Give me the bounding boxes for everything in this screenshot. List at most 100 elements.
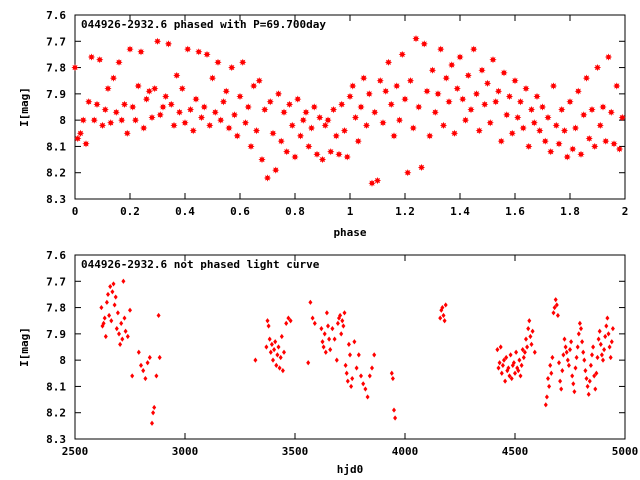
- data-point: [123, 129, 131, 137]
- data-point: [120, 336, 125, 342]
- data-point: [335, 150, 343, 158]
- data-point: [211, 108, 219, 116]
- data-point: [565, 357, 570, 363]
- data-point: [503, 111, 511, 119]
- data-point: [318, 155, 327, 164]
- data-point: [376, 77, 384, 85]
- data-point: [547, 383, 552, 390]
- data-point: [104, 299, 109, 305]
- data-point: [390, 375, 395, 382]
- data-point: [558, 106, 566, 114]
- data-point: [514, 349, 519, 355]
- data-point: [506, 365, 511, 371]
- data-point: [339, 331, 344, 337]
- data-point: [316, 113, 324, 122]
- data-point: [307, 124, 316, 132]
- data-point: [590, 352, 594, 358]
- data-point: [263, 174, 272, 182]
- data-point: [134, 82, 142, 90]
- x-tick-label: 0.6: [230, 205, 250, 218]
- data-point: [346, 341, 351, 347]
- data-point: [278, 354, 283, 361]
- data-point: [587, 378, 592, 384]
- data-point: [557, 360, 561, 366]
- data-point: [352, 339, 357, 345]
- data-point: [247, 142, 255, 151]
- data-point: [505, 92, 514, 101]
- data-point: [555, 312, 560, 319]
- data-point: [354, 365, 359, 371]
- data-point: [569, 339, 574, 345]
- data-point: [599, 103, 607, 111]
- data-point: [566, 362, 571, 368]
- data-point: [395, 116, 404, 124]
- y-tick-label: 7.9: [46, 328, 66, 341]
- data-point: [321, 344, 326, 350]
- data-point: [500, 362, 505, 368]
- data-point: [423, 87, 431, 95]
- data-point: [241, 119, 250, 127]
- data-point: [519, 362, 524, 368]
- data-point: [577, 320, 582, 326]
- data-point: [533, 92, 541, 101]
- data-point: [164, 40, 173, 48]
- data-point: [338, 100, 346, 108]
- data-point: [448, 61, 456, 69]
- data-point: [71, 63, 79, 72]
- data-point: [200, 103, 208, 111]
- data-point: [503, 378, 508, 384]
- data-point: [109, 74, 118, 82]
- data-point: [106, 291, 110, 298]
- data-point: [114, 326, 119, 332]
- data-point: [343, 362, 348, 368]
- x-tick-label: 5000: [612, 445, 639, 458]
- data-point: [328, 347, 333, 353]
- data-point: [601, 357, 605, 363]
- data-point: [570, 373, 575, 379]
- data-point: [140, 124, 148, 132]
- data-point: [508, 129, 516, 137]
- data-point: [268, 349, 273, 355]
- y-tick-label: 7.7: [46, 35, 66, 48]
- data-point: [354, 137, 362, 145]
- data-point: [310, 315, 315, 321]
- y-tick-label: 7.8: [46, 302, 66, 315]
- data-point: [214, 58, 222, 66]
- data-point: [129, 103, 137, 111]
- data-point: [362, 121, 371, 129]
- data-point: [175, 108, 184, 116]
- data-point: [192, 95, 200, 103]
- data-point: [286, 315, 291, 321]
- data-point: [338, 312, 343, 319]
- data-point: [230, 111, 239, 119]
- data-point: [439, 121, 448, 129]
- data-point: [507, 373, 512, 379]
- data-point: [274, 90, 283, 98]
- y-tick-label: 8.2: [46, 167, 66, 180]
- data-point: [529, 341, 534, 347]
- data-point: [348, 352, 352, 358]
- data-point: [547, 148, 555, 156]
- data-point: [464, 71, 472, 80]
- data-point: [553, 297, 558, 303]
- data-point: [505, 368, 510, 374]
- data-point: [618, 113, 626, 122]
- data-point: [521, 354, 526, 361]
- data-point: [580, 339, 585, 345]
- data-point: [569, 145, 577, 153]
- data-point: [598, 341, 603, 347]
- x-tick-label: 1.2: [395, 205, 415, 218]
- data-point: [604, 53, 613, 61]
- data-point: [428, 66, 437, 74]
- data-point: [431, 108, 439, 116]
- data-point: [599, 352, 604, 358]
- data-point: [593, 63, 602, 72]
- data-point: [319, 326, 324, 332]
- data-point: [610, 140, 618, 148]
- data-point: [548, 362, 553, 368]
- data-point: [497, 137, 505, 145]
- data-point: [610, 326, 615, 332]
- data-point: [285, 100, 294, 108]
- data-point: [266, 98, 274, 106]
- data-point: [282, 349, 286, 355]
